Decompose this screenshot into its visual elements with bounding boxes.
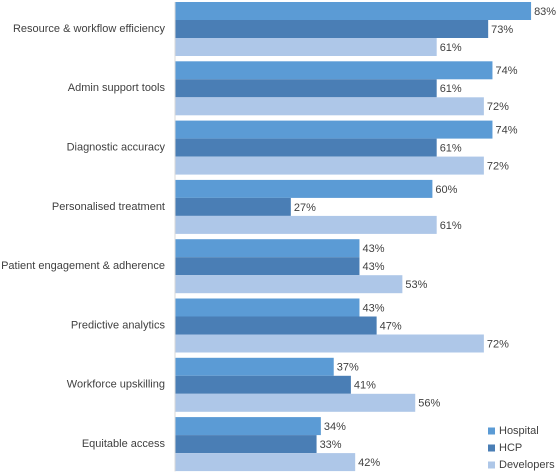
bar [175,179,433,198]
value-label: 43% [362,261,384,273]
value-label: 47% [380,320,402,332]
bar [175,239,360,258]
value-label: 72% [487,338,509,350]
value-label: 61% [440,42,462,54]
bar [175,357,334,376]
bar [175,316,377,335]
value-label: 72% [487,101,509,113]
value-label: 43% [362,302,384,314]
bar [175,275,403,294]
category-label: Patient engagement & adherence [1,260,165,272]
bar [175,120,493,139]
category-label: Admin support tools [68,82,166,94]
value-label: 61% [440,143,462,155]
value-label: 73% [491,24,513,36]
value-label: 83% [534,6,556,18]
bar [175,334,484,353]
bar [175,2,532,20]
bar [175,435,317,454]
bar [175,61,493,80]
value-label: 74% [495,65,517,77]
value-label: 56% [418,398,440,410]
bar [175,393,416,412]
value-label: 33% [320,439,342,451]
value-label: 61% [440,220,462,232]
value-label: 61% [440,83,462,95]
legend-label: HCP [499,442,522,454]
bar [175,20,489,38]
category-label: Diagnostic accuracy [67,142,166,154]
legend-label: Hospital [499,425,539,437]
value-label: 27% [294,202,316,214]
bar [175,257,360,276]
bar [175,215,437,234]
legend-swatch [488,461,495,469]
bar [175,156,484,175]
value-label: 74% [495,125,517,137]
bar [175,97,484,116]
bar [175,417,321,436]
legend-label: Developers [499,459,555,471]
bar [175,197,291,216]
legend-swatch [488,444,495,452]
value-label: 72% [487,161,509,173]
value-label: 53% [405,279,427,291]
value-label: 43% [362,243,384,255]
bar [175,138,437,157]
bar [175,38,437,56]
category-label: Workforce upskilling [67,379,165,391]
value-label: 37% [337,362,359,374]
bar [175,79,437,98]
bar [175,453,356,472]
value-label: 41% [354,380,376,392]
legend-swatch [488,427,495,435]
bar [175,298,360,317]
value-label: 60% [435,184,457,196]
category-label: Resource & workflow efficiency [13,23,166,35]
category-label: Predictive analytics [71,319,166,331]
category-label: Personalised treatment [52,201,165,213]
bar [175,375,351,394]
category-label: Equitable access [82,438,166,450]
value-label: 42% [358,457,380,469]
value-label: 34% [324,421,346,433]
